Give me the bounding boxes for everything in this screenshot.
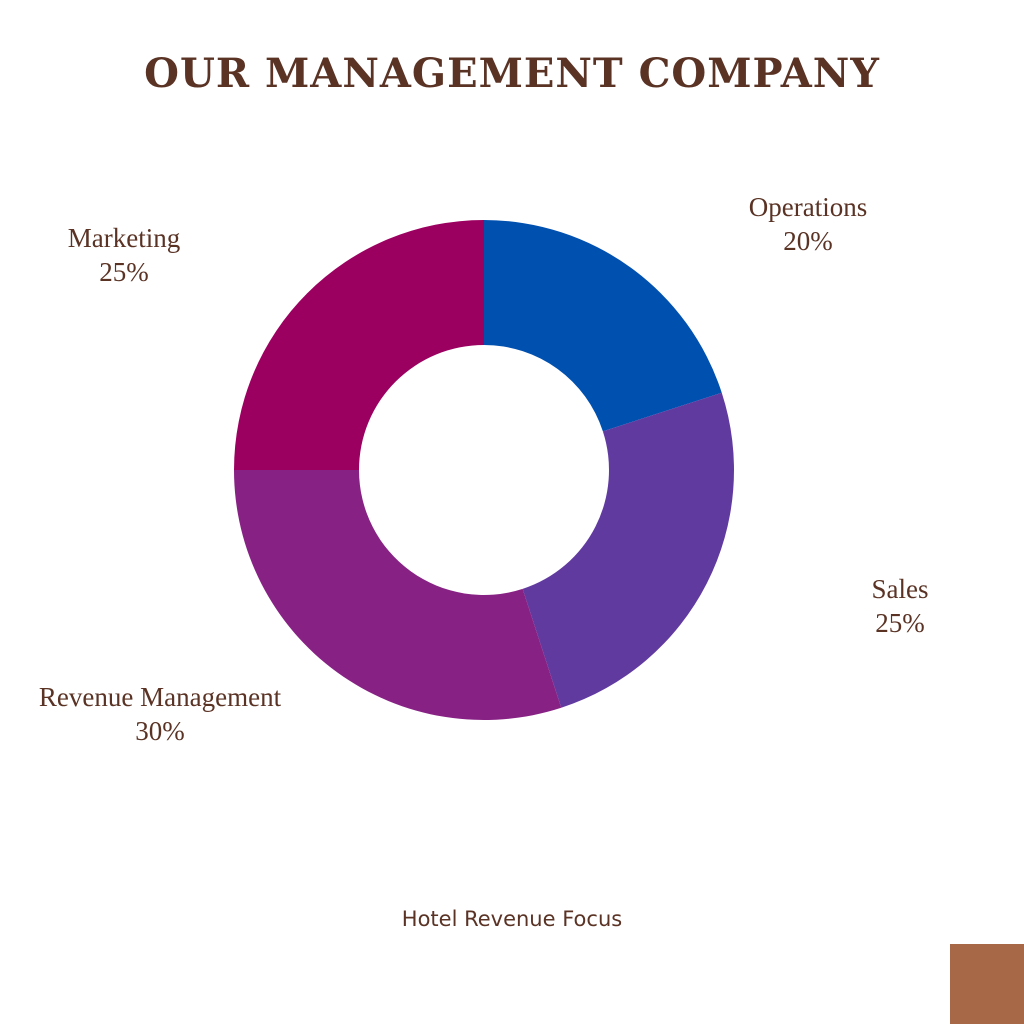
footer-caption: Hotel Revenue Focus — [401, 907, 623, 931]
slice-label-operations: Operations 20% — [749, 190, 867, 258]
slice-name-revenue-management: Revenue Management — [38, 682, 282, 712]
donut-slice-revenue-management — [234, 470, 562, 721]
corner-decoration — [950, 944, 1024, 1024]
donut-slice-sales — [522, 392, 734, 708]
slice-name-marketing: Marketing — [67, 223, 181, 253]
slice-value-marketing: 25% — [99, 257, 149, 287]
slice-value-revenue-management: 30% — [135, 716, 185, 746]
slice-value-sales: 25% — [875, 608, 925, 638]
slice-name-operations: Operations — [748, 192, 868, 222]
slice-name-sales: Sales — [871, 574, 929, 604]
slice-label-revenue-management: Revenue Management 30% — [39, 680, 281, 748]
slice-label-marketing: Marketing 25% — [68, 221, 180, 289]
donut-slice-operations — [484, 220, 722, 432]
chart-title: OUR MANAGEMENT COMPANY — [144, 50, 880, 97]
slice-label-sales: Sales 25% — [872, 572, 929, 640]
donut-slice-marketing — [234, 220, 484, 470]
slice-value-operations: 20% — [783, 226, 833, 256]
